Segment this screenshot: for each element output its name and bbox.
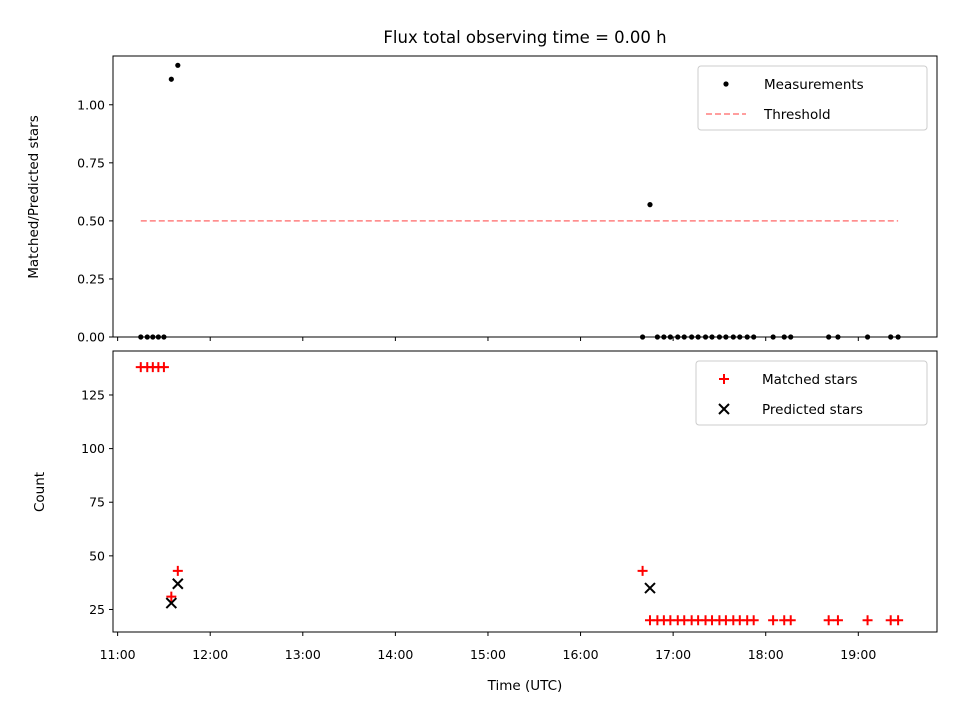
measurement-point (661, 334, 667, 340)
matched-star-marker (862, 615, 873, 626)
matched-star-marker (172, 565, 183, 576)
top-y-axis-label: Matched/Predicted stars (26, 115, 42, 278)
legend-box (695, 360, 928, 426)
legend-box (697, 65, 928, 131)
measurement-point (695, 334, 701, 340)
matched-star-marker (158, 362, 169, 373)
measurement-point (781, 334, 787, 340)
measurement-point (681, 334, 687, 340)
legend-label: Matched stars (762, 372, 858, 388)
matched-star-marker (893, 615, 904, 626)
measurement-point (647, 202, 653, 208)
measurement-point (835, 334, 841, 340)
measurement-point (155, 334, 161, 340)
measurement-point (654, 334, 660, 340)
y-tick-label: 0.50 (77, 213, 105, 228)
measurement-point (716, 334, 723, 340)
measurement-point (770, 334, 776, 340)
measurement-point (709, 334, 715, 340)
measurement-point (744, 334, 750, 340)
y-tick-label: 0.25 (77, 271, 105, 286)
matched-star-marker (637, 565, 648, 576)
y-tick-label: 1.00 (77, 97, 105, 112)
measurement-point (788, 334, 794, 340)
x-axis-label: Time (UTC) (487, 678, 563, 694)
matched-star-marker (748, 615, 759, 626)
legend-label: Measurements (764, 77, 864, 93)
y-tick-label: 100 (81, 441, 105, 456)
measurement-point (175, 62, 181, 68)
measurement-point (667, 334, 673, 340)
x-tick-label: 19:00 (840, 647, 876, 662)
bottom-y-axis-label: Count (32, 472, 48, 512)
measurement-point (689, 334, 695, 340)
measurement-point (168, 76, 174, 82)
y-tick-label: 25 (89, 602, 105, 617)
measurement-point (730, 334, 736, 340)
chart-title: Flux total observing time = 0.00 h (383, 28, 666, 47)
x-tick-label: 13:00 (285, 647, 321, 662)
matched-star-marker (768, 615, 779, 626)
measurement-point (864, 334, 871, 340)
matched-star-marker (166, 591, 177, 602)
y-tick-label: 75 (89, 495, 105, 510)
x-tick-label: 15:00 (470, 647, 506, 662)
measurement-point (826, 334, 832, 340)
measurement-point (751, 334, 757, 340)
predicted-star-marker (172, 578, 184, 590)
x-tick-label: 16:00 (563, 647, 599, 662)
measurement-point (675, 334, 681, 340)
measurement-point (888, 334, 894, 340)
x-tick-label: 14:00 (377, 647, 413, 662)
x-tick-label: 12:00 (192, 647, 228, 662)
plot-frame (112, 55, 938, 338)
y-tick-label: 0.00 (77, 330, 105, 345)
legend-label: Threshold (763, 107, 831, 123)
predicted-star-marker (644, 582, 656, 594)
y-tick-label: 50 (89, 548, 105, 563)
bottom-panel: 25 50 75 100 125 11:00 12:00 13:00 14:00 15:00 16:… (81, 350, 938, 662)
y-tick-label: 0.75 (77, 155, 105, 170)
matched-star-marker (832, 615, 843, 626)
top-panel: 0.00 0.25 0.50 0.75 1.00 Measurements Threshol… (77, 55, 938, 345)
measurement-point (161, 334, 167, 340)
measurement-point (702, 334, 709, 340)
predicted-star-marker (165, 597, 178, 609)
x-tick-label: 17:00 (655, 647, 691, 662)
measurement-point (639, 334, 646, 340)
x-tick-label: 11:00 (100, 647, 136, 662)
measurement-point (144, 334, 150, 340)
x-tick-label: 18:00 (748, 647, 784, 662)
legend-matched-swatch (719, 374, 729, 384)
matched-star-marker (823, 615, 834, 626)
measurement-point (723, 334, 729, 340)
measurement-point (895, 334, 901, 340)
matched-star-marker (785, 615, 796, 626)
legend-measurement-swatch (723, 81, 729, 87)
plot-frame (112, 350, 938, 633)
legend-predicted-swatch (718, 403, 730, 415)
measurement-point (150, 334, 156, 340)
measurement-point (138, 334, 144, 340)
legend-label: Predicted stars (762, 402, 863, 418)
y-tick-label: 125 (81, 387, 105, 402)
measurement-point (737, 334, 743, 340)
